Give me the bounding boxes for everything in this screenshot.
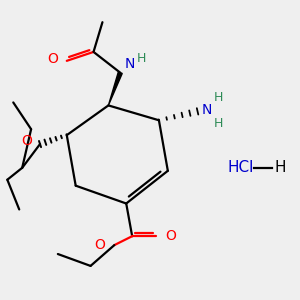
Text: N: N — [125, 57, 135, 71]
Text: H: H — [136, 52, 146, 65]
Text: N: N — [202, 103, 212, 117]
Text: H: H — [214, 91, 223, 104]
Text: O: O — [22, 134, 33, 148]
Text: O: O — [47, 52, 58, 66]
Text: HCl: HCl — [227, 160, 254, 175]
Polygon shape — [108, 72, 122, 105]
Text: O: O — [94, 238, 105, 252]
Text: H: H — [275, 160, 286, 175]
Text: O: O — [165, 229, 176, 243]
Text: H: H — [214, 117, 223, 130]
